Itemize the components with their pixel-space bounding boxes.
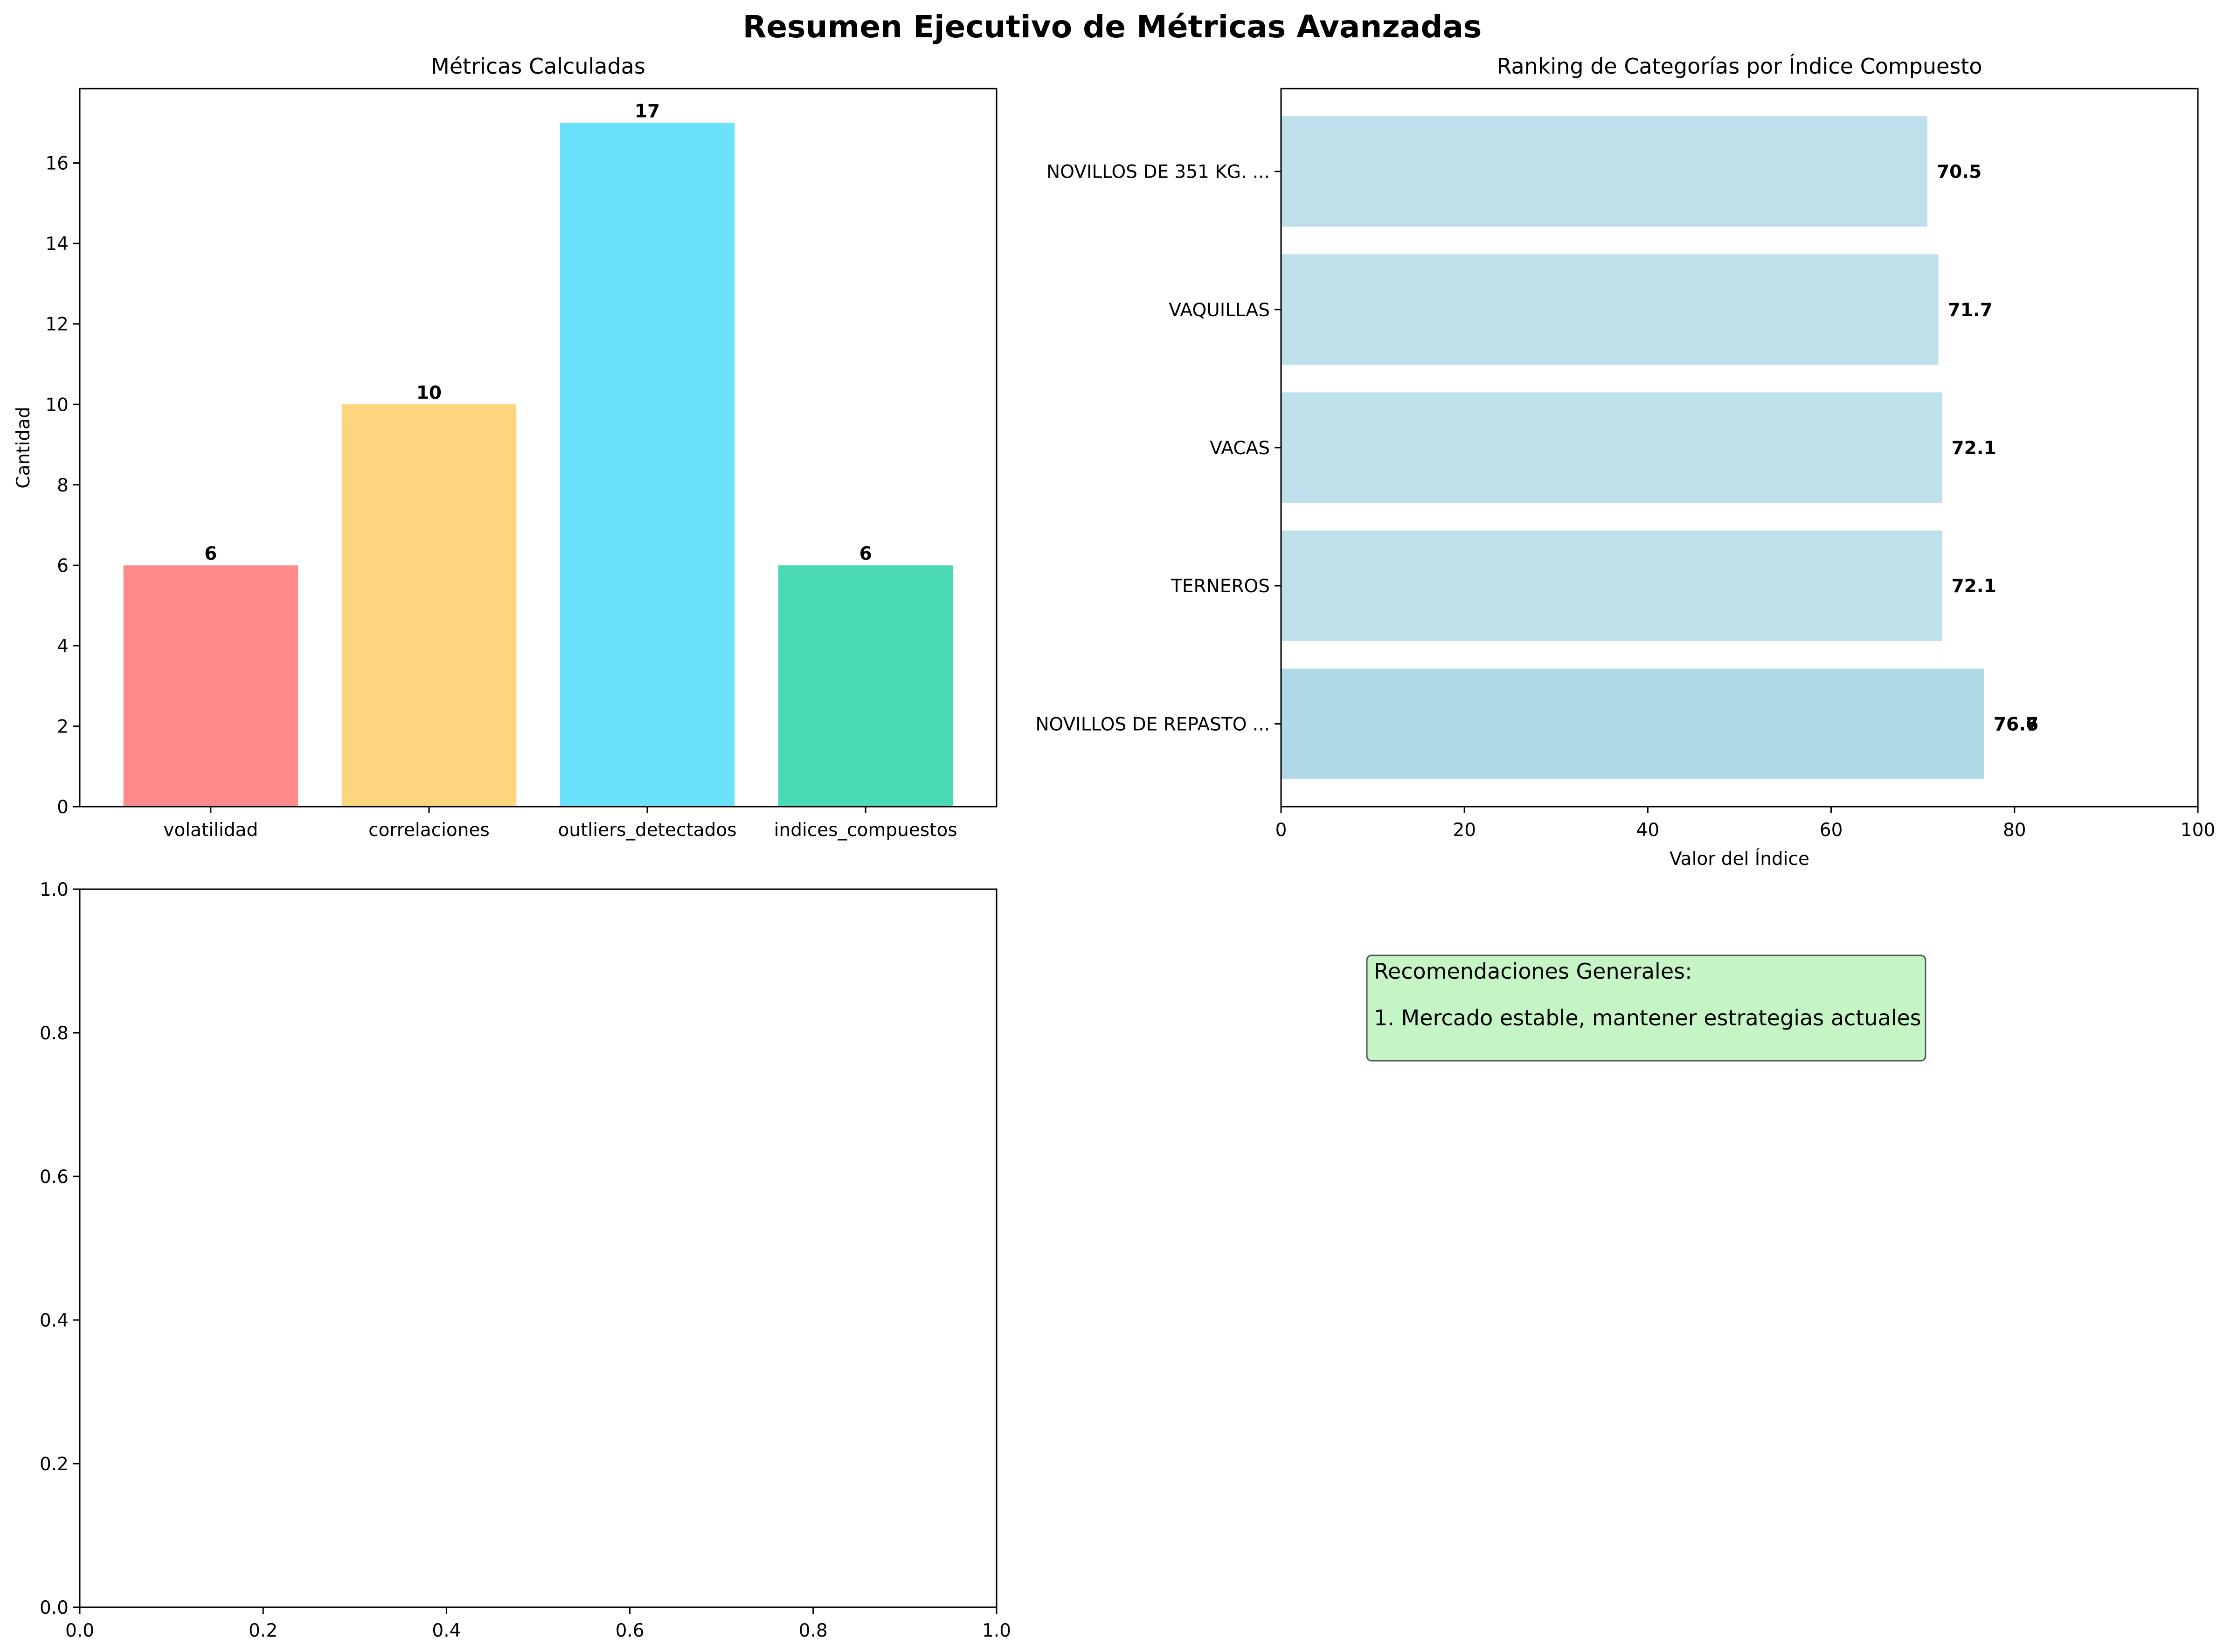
- y-tick-label: NOVILLOS DE REPASTO ...: [1035, 714, 1270, 735]
- metric-bar-volatilidad: [123, 565, 298, 807]
- recommendation-item: 1. Mercado estable, mantener estrategias…: [1374, 1005, 1921, 1030]
- y-tick-label: 8: [57, 475, 69, 496]
- ranking-bar-value-label: 76.7: [1994, 714, 2038, 735]
- ranking-bar: [1281, 116, 1928, 227]
- x-tick-label: 0.4: [432, 1620, 461, 1641]
- ranking-bar-value-label: 71.7: [1948, 300, 1993, 321]
- metrics-y-axis-label: Cantidad: [13, 407, 34, 488]
- x-tick-label: 0.6: [616, 1620, 644, 1641]
- ranking-chart-frame: [1280, 88, 2199, 808]
- figure-title: Resumen Ejecutivo de Métricas Avanzadas: [743, 9, 1482, 45]
- y-tick-label: 12: [45, 314, 69, 335]
- y-tick-label: 0.6: [40, 1167, 69, 1188]
- recommendations-heading: Recomendaciones Generales:: [1374, 959, 1692, 984]
- metric-bar-value-label: 6: [859, 543, 872, 564]
- x-tick-label: 0.8: [799, 1620, 828, 1641]
- ranking-bar-value-label: 70.5: [1937, 162, 1982, 183]
- x-tick-label: 100: [2181, 820, 2215, 841]
- ranking-barh-chart: Ranking de Categorías por Índice Compues…: [1035, 54, 2215, 870]
- ranking-x-axis-label: Valor del Índice: [1670, 848, 1809, 870]
- x-tick-label: 0: [1275, 820, 1287, 841]
- y-tick-label: 4: [57, 636, 69, 657]
- y-tick-label: VAQUILLAS: [1169, 300, 1270, 321]
- x-tick-label: outliers_detectados: [558, 820, 737, 841]
- y-tick-label: TERNEROS: [1171, 576, 1270, 597]
- y-tick-label: 6: [57, 555, 69, 576]
- y-tick-label: 0.2: [40, 1454, 69, 1475]
- x-tick-label: 80: [2003, 820, 2026, 841]
- metrics-bar-chart: Métricas Calculadas Cantidad 6 volatilida…: [13, 54, 998, 841]
- x-tick-label: 60: [1820, 820, 1843, 841]
- ranking-bar-value-label: 76.6: [1994, 714, 2038, 735]
- ranking-chart-title: Ranking de Categorías por Índice Compues…: [1497, 54, 1982, 79]
- y-tick-label: 2: [57, 716, 69, 737]
- y-tick-label: 0.8: [40, 1023, 69, 1044]
- x-tick-label: volatilidad: [163, 820, 258, 841]
- recommendations-box: [1366, 954, 1926, 1062]
- metric-bar-outliers-detectados: [560, 123, 735, 807]
- ranking-bar-value-label: 72.1: [1951, 438, 1996, 459]
- y-tick-label: 16: [45, 153, 69, 174]
- y-tick-label: 0: [57, 797, 69, 818]
- metric-bar-correlaciones: [341, 404, 517, 807]
- empty-axes: 0.0 0.2 0.4 0.6 0.8 1.0 0.0 0.2 0.4 0.6 0.8 1.0: [40, 879, 1011, 1641]
- ranking-bar: [1281, 392, 1942, 503]
- x-tick-label: 1.0: [982, 1620, 1011, 1641]
- ranking-bar: [1281, 530, 1942, 641]
- metric-bar-value-label: 6: [204, 543, 217, 564]
- x-tick-label: 0.0: [65, 1620, 94, 1641]
- x-tick-label: 0.2: [249, 1620, 277, 1641]
- x-tick-label: indices_compuestos: [774, 820, 957, 841]
- y-tick-label: VACAS: [1210, 438, 1270, 459]
- x-tick-label: correlaciones: [368, 820, 490, 841]
- y-tick-label: NOVILLOS DE 351 KG. ...: [1046, 162, 1270, 183]
- ranking-bar: [1281, 668, 1984, 779]
- metrics-chart-frame: [79, 88, 998, 808]
- y-tick-label: 14: [45, 234, 69, 255]
- metric-bar-value-label: 17: [635, 101, 660, 122]
- empty-axes-frame: [79, 888, 998, 1608]
- ranking-bar-value-label: 72.1: [1951, 576, 1996, 597]
- metric-bar-indices-compuestos: [778, 565, 953, 807]
- metrics-chart-title: Métricas Calculadas: [431, 54, 645, 79]
- recommendations-panel: Recomendaciones Generales: 1. Mercado es…: [1366, 954, 1926, 1062]
- x-tick-label: 20: [1453, 820, 1476, 841]
- y-tick-label: 1.0: [40, 879, 69, 900]
- metric-bar-value-label: 10: [416, 382, 442, 403]
- y-tick-label: 10: [45, 394, 69, 415]
- x-tick-label: 40: [1636, 820, 1660, 841]
- ranking-bar: [1281, 254, 1939, 365]
- y-tick-label: 0.0: [40, 1597, 69, 1618]
- y-tick-label: 0.4: [40, 1310, 69, 1331]
